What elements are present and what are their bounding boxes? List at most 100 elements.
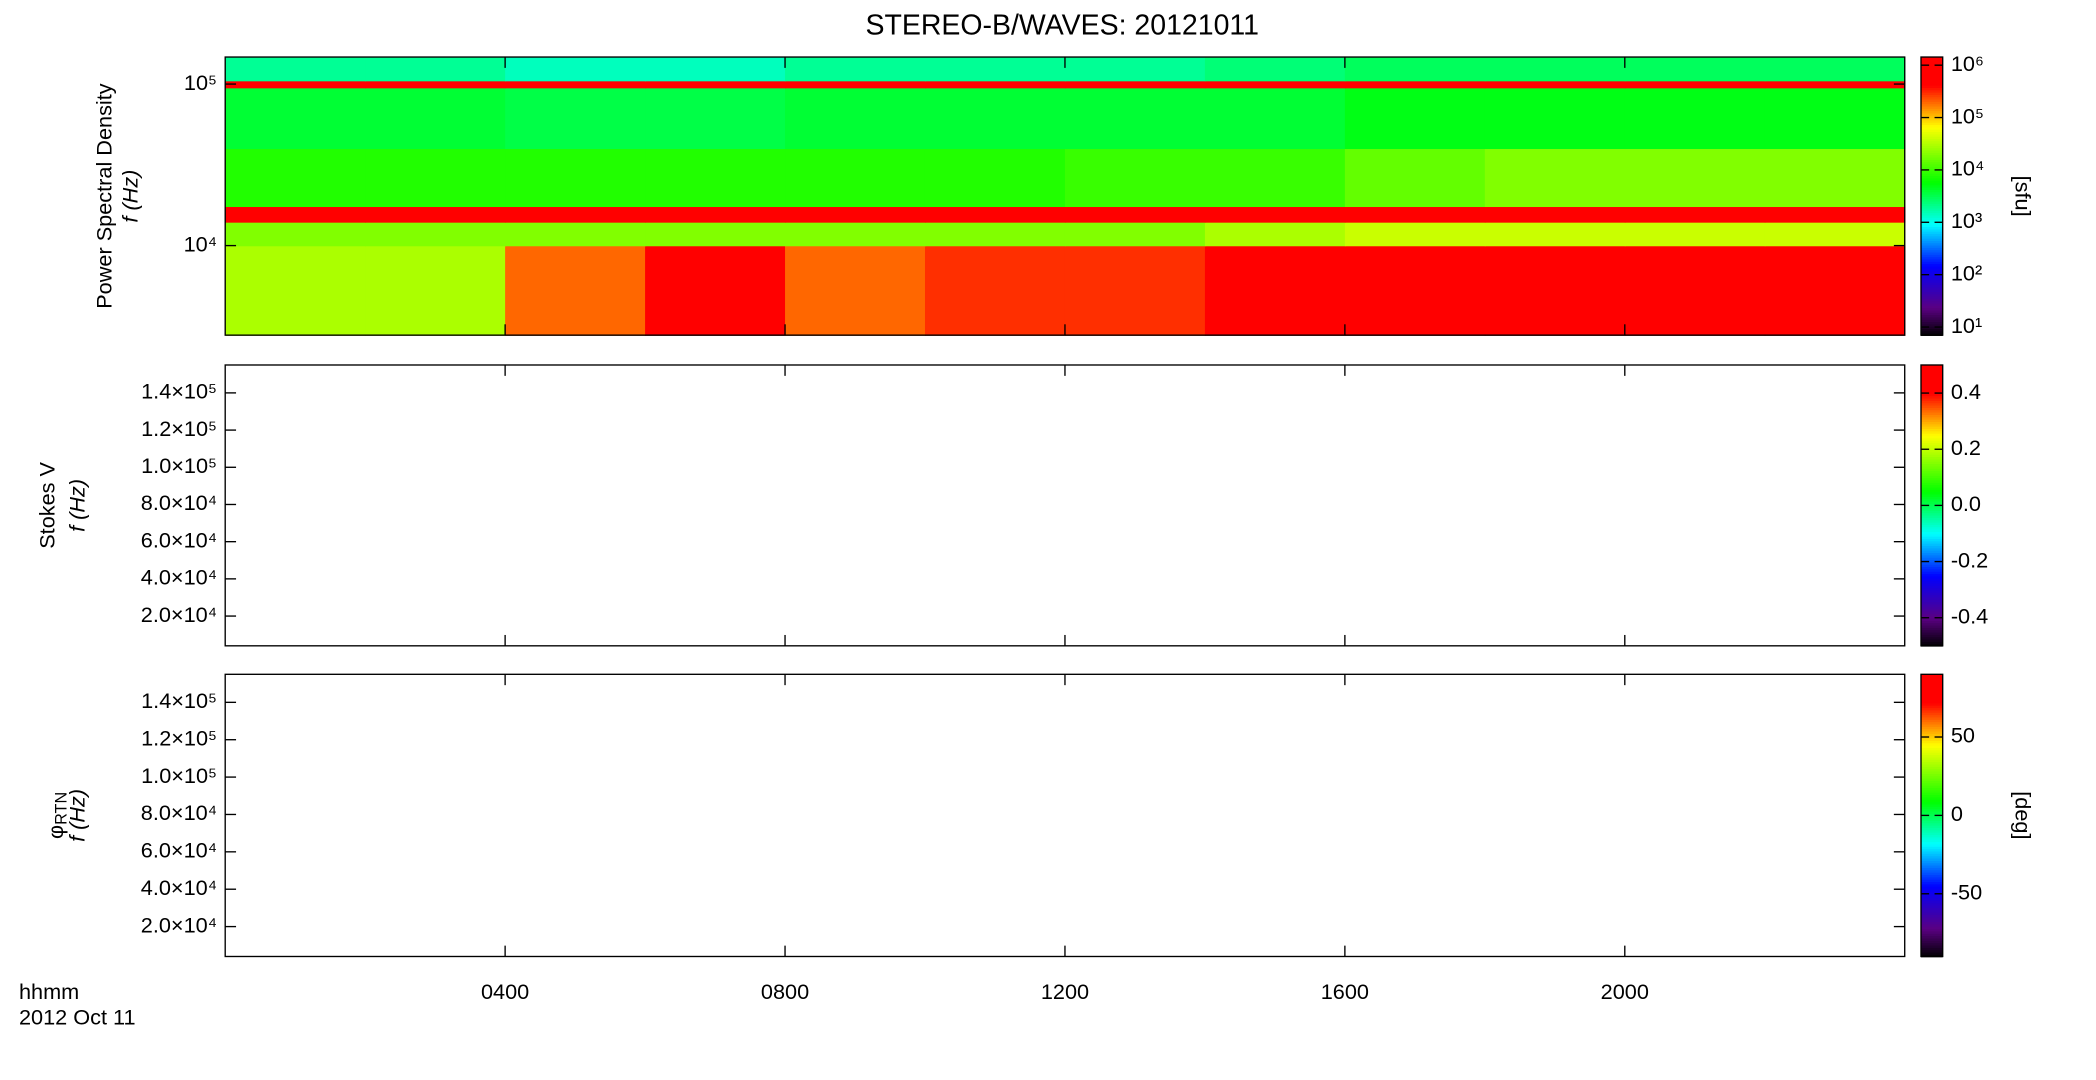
colorbar-strip (1920, 838, 1943, 843)
heatmap-cell (924, 80, 1066, 89)
colorbar-strip (1920, 214, 1943, 218)
colorbar-strip (1920, 860, 1943, 864)
colorbar-strip (1920, 105, 1943, 109)
colorbar-strip (1920, 221, 1943, 225)
colorbar-strip (1920, 407, 1943, 411)
colorbar-strip (1920, 209, 1943, 214)
colorbar-strip (1920, 930, 1943, 934)
colorbar-strip (1920, 925, 1943, 930)
heatmap-cell (785, 148, 926, 208)
heatmap-cell (505, 221, 646, 247)
colorbar-strip (1920, 219, 1943, 223)
colorbar-strip (1920, 911, 1943, 915)
colorbar-strip (1920, 679, 1943, 683)
heatmap-cell (1484, 80, 1626, 89)
y-axis-label: f (Hz) (64, 789, 89, 842)
y-axis-label: Stokes V (35, 461, 60, 548)
heatmap-cell (1764, 245, 1906, 336)
colorbar-strip (1920, 892, 1943, 897)
colorbar-strip (1920, 70, 1943, 75)
heatmap-cell (1204, 221, 1346, 247)
heatmap-cell (365, 87, 506, 150)
colorbar-strip (1920, 458, 1943, 462)
colorbar-strip (1920, 803, 1943, 807)
heatmap-cell (365, 206, 506, 223)
colorbar-strip (1920, 848, 1943, 852)
colorbar-strip (1920, 267, 1943, 272)
colorbar-strip (1920, 742, 1943, 746)
colorbar-strip (1920, 869, 1943, 873)
heatmap-cell (1484, 57, 1626, 82)
colorbar-strip (1920, 200, 1943, 204)
colorbar-strip (1920, 768, 1943, 772)
colorbar-strip (1920, 63, 1943, 68)
colorbar-strip (1920, 935, 1943, 939)
colorbar-strip (1920, 379, 1943, 383)
colorbar-strip (1920, 547, 1943, 551)
colorbar-strip (1920, 281, 1943, 285)
y-tick-label: 4.0×10⁴ (141, 565, 217, 590)
heatmap-cell (1484, 221, 1626, 247)
colorbar-strip (1920, 165, 1943, 170)
colorbar-strip (1920, 928, 1943, 932)
colorbar-strip (1920, 404, 1943, 408)
colorbar-strip (1920, 932, 1943, 937)
x-tick-label: 0800 (761, 979, 809, 1004)
colorbar-strip (1920, 503, 1943, 507)
colorbar-label: [deg] (2011, 791, 2036, 839)
colorbar-strip (1920, 716, 1943, 720)
heatmap-cell (645, 87, 786, 150)
colorbar-strip (1920, 789, 1943, 793)
colorbar-strip (1920, 463, 1943, 467)
colorbar-strip (1920, 947, 1943, 951)
y-axis-label: f (Hz) (64, 479, 89, 532)
colorbar-strip (1920, 397, 1943, 401)
colorbar-strip (1920, 421, 1943, 425)
colorbar-strip (1920, 242, 1943, 246)
colorbar-strip (1920, 428, 1943, 432)
heatmap-cell (1064, 148, 1206, 208)
heatmap-cell (505, 80, 646, 89)
colorbar-strip (1920, 940, 1943, 944)
colorbar-strip (1920, 142, 1943, 146)
colorbar-strip (1920, 749, 1943, 753)
colorbar-strip (1920, 446, 1943, 451)
colorbar-strip (1920, 228, 1943, 232)
colorbar-strip (1920, 430, 1943, 434)
colorbar-strip (1920, 212, 1943, 216)
colorbar-strip (1920, 888, 1943, 892)
colorbar-strip (1920, 761, 1943, 765)
colorbar-strip (1920, 589, 1943, 593)
colorbar-strip (1920, 247, 1943, 251)
colorbar-strip (1920, 601, 1943, 605)
colorbar-strip (1920, 561, 1943, 565)
heatmap-cell (365, 80, 506, 89)
colorbar-strip (1920, 613, 1943, 617)
colorbar-strip (1920, 620, 1943, 624)
colorbar-strip (1920, 566, 1943, 570)
colorbar-strip (1920, 627, 1943, 631)
heatmap-cell (505, 148, 646, 208)
colorbar-strip (1920, 638, 1943, 642)
colorbar-strip (1920, 80, 1943, 84)
colorbar-strip (1920, 149, 1943, 153)
colorbar-strip (1920, 909, 1943, 913)
colorbar-strip (1920, 914, 1943, 918)
colorbar-strip (1920, 545, 1943, 549)
colorbar-strip (1920, 270, 1943, 274)
colorbar-strip (1920, 533, 1943, 537)
colorbar-tick-label: 10⁶ (1951, 51, 1984, 76)
colorbar-strip (1920, 216, 1943, 221)
colorbar-strip (1920, 437, 1943, 441)
colorbar-strip (1920, 900, 1943, 904)
colorbar-strip (1920, 456, 1943, 460)
colorbar-strip (1920, 641, 1943, 645)
colorbar-strip (1920, 98, 1943, 102)
colorbar-strip (1920, 568, 1943, 572)
colorbar-strip (1920, 91, 1943, 95)
colorbar-strip (1920, 921, 1943, 925)
colorbar-strip (1920, 643, 1943, 647)
colorbar-strip (1920, 124, 1943, 128)
colorbar-strip (1920, 714, 1943, 718)
colorbar-strip (1920, 676, 1943, 680)
